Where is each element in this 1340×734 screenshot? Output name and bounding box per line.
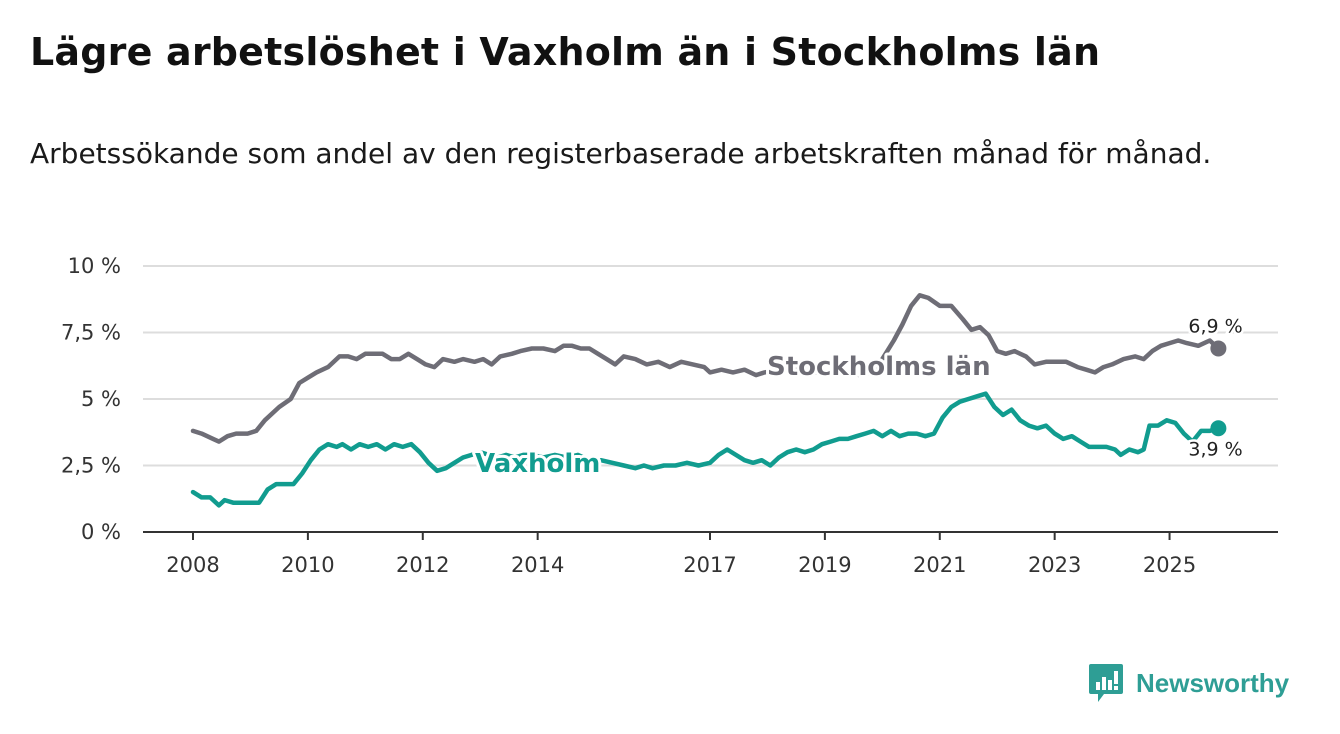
- brand-name: Newsworthy: [1136, 667, 1290, 698]
- end-label-vaxholm: 3,9 %: [1188, 438, 1242, 460]
- label-layer: Stockholms län Vaxholm 6,9 % 3,9 %: [472, 313, 1245, 482]
- x-tick-label: 2019: [798, 553, 851, 577]
- x-tick-label: 2008: [166, 553, 219, 577]
- grid-layer: [143, 265, 1278, 467]
- newsworthy-logo: Newsworthy: [1088, 662, 1289, 704]
- chart-title: Lägre arbetslöshet i Vaxholm än i Stockh…: [30, 30, 1101, 74]
- y-tick-label: 5 %: [81, 387, 121, 411]
- newsworthy-icon: [1089, 664, 1123, 702]
- y-tick-label: 0 %: [81, 520, 121, 544]
- series-end-point: [1210, 420, 1227, 437]
- x-tick-label: 2014: [511, 553, 564, 577]
- series-end-point: [1210, 340, 1227, 357]
- series-label-stockholms-lan: Stockholms län: [767, 352, 991, 382]
- x-tick-label: 2021: [913, 553, 966, 577]
- line-chart: 0 % 2,5 % 5 % 7,5 % 10 % 2008 2010 2012 2014 2017…: [61, 254, 1278, 577]
- y-tick-label: 2,5 %: [61, 454, 121, 478]
- x-tick-label: 2012: [396, 553, 449, 577]
- series-line-vaxholm: [190, 391, 1221, 508]
- y-tick-label: 7,5 %: [61, 321, 121, 345]
- series-label-vaxholm: Vaxholm: [475, 449, 600, 479]
- x-tick-label: 2023: [1028, 553, 1081, 577]
- series-line-stockholms-lan: [190, 293, 1221, 444]
- x-tick-label: 2017: [683, 553, 736, 577]
- x-tick-label: 2010: [281, 553, 334, 577]
- chart-subtitle: Arbetssökande som andel av den registerb…: [30, 137, 1212, 170]
- x-tick-label: 2025: [1143, 553, 1196, 577]
- series-layer: [190, 293, 1227, 508]
- axis-layer: 0 % 2,5 % 5 % 7,5 % 10 % 2008 2010 2012 2014 2017…: [61, 254, 1278, 577]
- y-tick-label: 10 %: [68, 254, 121, 278]
- end-label-stockholms-lan: 6,9 %: [1188, 315, 1242, 337]
